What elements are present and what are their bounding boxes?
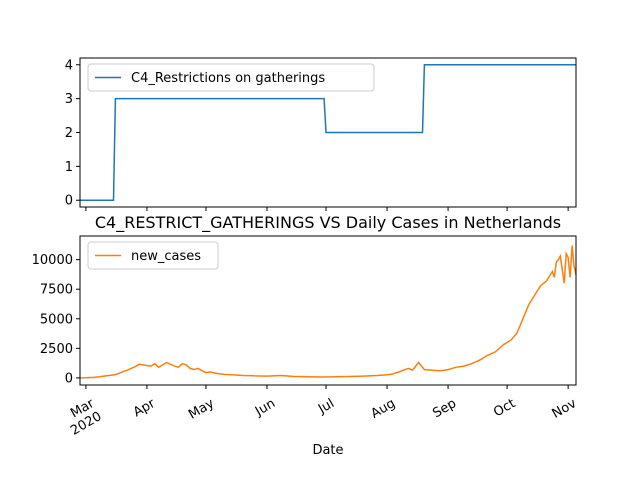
bottom-y-tick-label: 7500 [40, 283, 73, 298]
series-line-top-0 [80, 64, 576, 201]
x-tick-label: Jun [252, 396, 278, 420]
x-tick-label: Aug [369, 396, 398, 422]
x-axis-label: Date [312, 443, 343, 458]
bottom-y-tick-label: 2500 [40, 342, 73, 357]
bottom-axes-frame [79, 235, 577, 386]
bottom-y-tick-label: 0 [65, 371, 73, 386]
bottom-legend-label: new_cases [131, 249, 201, 264]
x-tick-label: May [186, 396, 217, 423]
top-panel: 0 1 2 3 4 C4_Restrictions on gatherings [65, 57, 577, 211]
x-tick-label: Mar2020 [61, 396, 105, 439]
top-y-tick-label: 0 [65, 194, 73, 209]
x-tick-label: Nov [550, 396, 580, 422]
top-y-tick-label: 1 [65, 160, 73, 175]
top-y-tick-label: 2 [65, 126, 73, 141]
bottom-y-tick-label: 5000 [40, 312, 73, 327]
series-line-bottom-0 [79, 245, 577, 379]
chart-title: C4_RESTRICT_GATHERINGS VS Daily Cases in… [95, 213, 561, 233]
x-tick-label: Sep [430, 396, 459, 421]
x-tick-label: Apr [131, 396, 159, 421]
top-y-tick-label: 3 [65, 92, 73, 107]
bottom-y-tick-label: 10000 [32, 253, 73, 268]
top-legend [87, 63, 375, 92]
bottom-legend [87, 241, 219, 270]
top-legend-label: C4_Restrictions on gatherings [131, 71, 325, 86]
bottom-panel: 0 2500 5000 7500 10000 new_cases Mar2020 Apr May… [32, 235, 580, 439]
top-y-tick-label: 4 [65, 58, 73, 73]
x-tick-label: Jul [315, 396, 337, 417]
x-tick-label: Oct [491, 396, 518, 420]
